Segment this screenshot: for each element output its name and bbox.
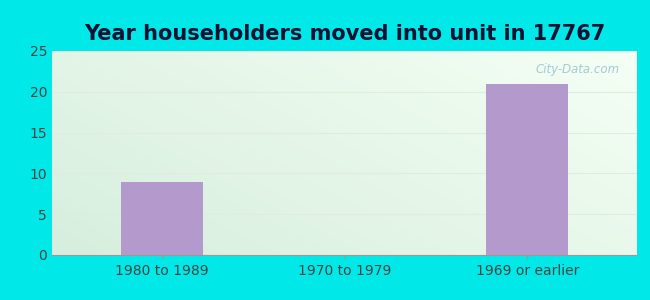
Title: Year householders moved into unit in 17767: Year householders moved into unit in 177… bbox=[84, 24, 605, 44]
Bar bbox=[120, 182, 203, 255]
Text: City-Data.com: City-Data.com bbox=[536, 63, 619, 76]
Bar bbox=[486, 84, 569, 255]
